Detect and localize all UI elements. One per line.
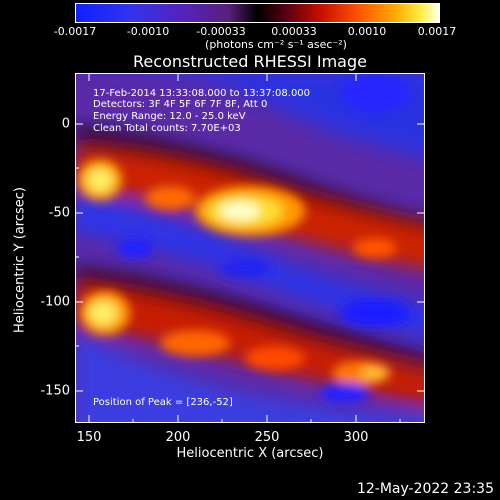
y-tick-label: 0 xyxy=(61,116,70,132)
plot-timestamp: 12-May-2022 23:35 xyxy=(356,481,494,497)
colorbar-tick-label: 0.0017 xyxy=(417,25,457,38)
colorbar-tick-label: 0.0010 xyxy=(347,25,387,38)
x-tick-label: 300 xyxy=(343,430,369,445)
colorbar-units: (photons cm⁻² s⁻¹ asec⁻²) xyxy=(205,38,347,51)
colorbar-tick-label: 0.00033 xyxy=(271,25,317,38)
colorbar-tick-label: -0.0017 xyxy=(53,25,97,38)
peak-position: Position of Peak = [236,-52] xyxy=(93,397,233,408)
x-axis-title: Heliocentric X (arcsec) xyxy=(176,446,324,461)
x-tick-label: 200 xyxy=(165,430,191,445)
info-energy-range: Energy Range: 12.0 - 25.0 keV xyxy=(93,111,246,122)
y-axis-title: Heliocentric Y (arcsec) xyxy=(12,187,28,333)
info-time-range: 17-Feb-2014 13:33:08.000 to 13:37:08.000 xyxy=(93,88,311,99)
y-tick-label: -50 xyxy=(48,205,70,221)
colorbar-tick-label: -0.00033 xyxy=(196,25,246,38)
x-tick-label: 150 xyxy=(76,430,102,445)
colorbar-tick-label: -0.0010 xyxy=(126,25,170,38)
info-detectors: Detectors: 3F 4F 5F 6F 7F 8F, Att 0 xyxy=(93,99,268,110)
y-tick-label: -100 xyxy=(40,294,70,310)
plot-title: Reconstructed RHESSI Image xyxy=(133,52,367,71)
y-tick-label: -150 xyxy=(40,383,70,399)
rhessi-image xyxy=(75,73,425,423)
x-tick-label: 250 xyxy=(254,430,280,445)
colorbar xyxy=(75,3,440,23)
info-counts: Clean Total counts: 7.70E+03 xyxy=(93,123,241,134)
